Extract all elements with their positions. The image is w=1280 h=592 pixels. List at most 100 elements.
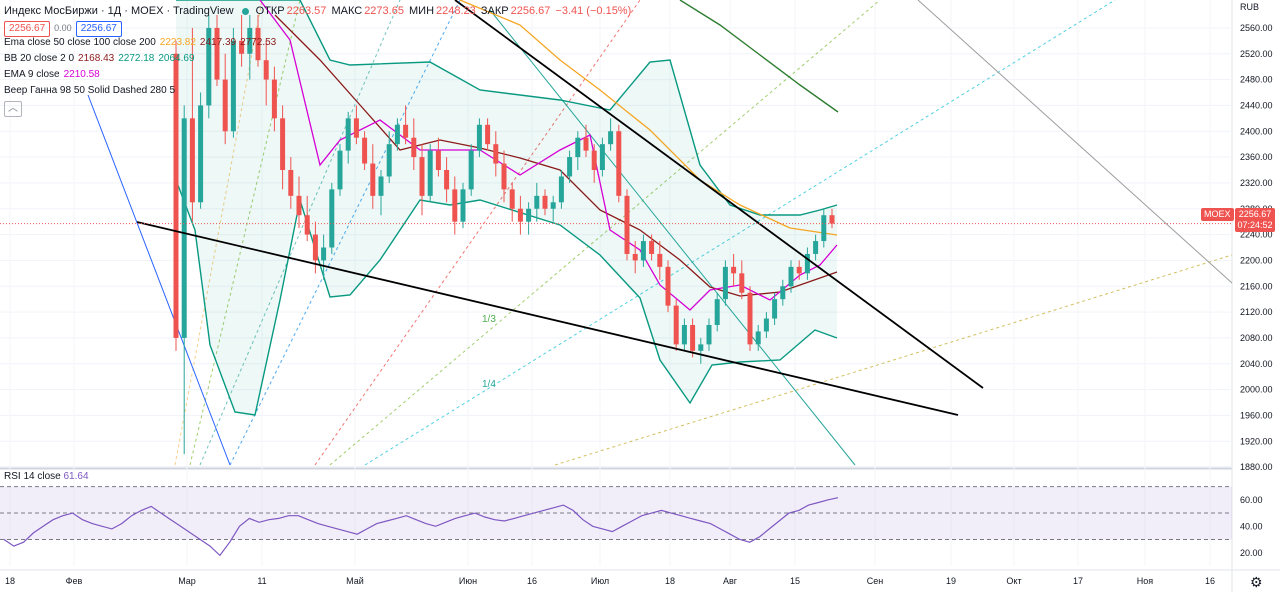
candle-body bbox=[222, 79, 228, 132]
rsi-value: 61.64 bbox=[63, 471, 89, 482]
y-tick-label: 2000.00 bbox=[1240, 385, 1273, 395]
gann-fan-line bbox=[189, 0, 301, 466]
candle-body bbox=[558, 176, 564, 203]
candle-body bbox=[673, 305, 679, 345]
candle-body bbox=[485, 124, 491, 145]
countdown: 07:24:52 bbox=[1237, 220, 1273, 230]
legend-bb[interactable]: BB 20 close 2 0 2168.43 2272.18 2064.69 bbox=[4, 53, 195, 64]
candle-body bbox=[173, 53, 179, 338]
symbol-title: Индекс МосБиржи · 1Д · MOEX · TradingVie… bbox=[4, 5, 234, 17]
y-tick-label: 1920.00 bbox=[1240, 436, 1273, 446]
bollinger-band-fill bbox=[176, 0, 837, 415]
sell-price-button[interactable]: 2256.67 bbox=[4, 21, 51, 37]
rsi-tick-label: 60.00 bbox=[1240, 495, 1263, 505]
candle-body bbox=[722, 266, 728, 300]
rsi-tick-label: 20.00 bbox=[1240, 548, 1263, 558]
x-tick-label: Сен bbox=[867, 576, 884, 586]
candle-body bbox=[567, 157, 573, 177]
candle-body bbox=[288, 170, 294, 196]
ema9-line bbox=[259, 0, 838, 311]
candle-body bbox=[796, 266, 802, 274]
candle-body bbox=[509, 189, 515, 209]
candle-body bbox=[517, 208, 523, 222]
candle-body bbox=[353, 118, 359, 138]
candle-body bbox=[206, 27, 212, 106]
x-tick-label: 17 bbox=[1073, 576, 1083, 586]
gann-fan-line bbox=[174, 0, 263, 466]
x-tick-label: Авг bbox=[723, 576, 738, 586]
y-tick-label: 2520.00 bbox=[1240, 49, 1273, 59]
candle-body bbox=[698, 344, 704, 351]
candle-body bbox=[657, 253, 663, 267]
gann-label-1-4: 1/4 bbox=[482, 379, 496, 390]
gann-fan-line bbox=[917, 0, 1233, 284]
candle-body bbox=[378, 176, 384, 196]
candle-body bbox=[632, 253, 638, 261]
candle-body bbox=[435, 150, 441, 170]
candle-body bbox=[804, 253, 810, 274]
candle-body bbox=[329, 189, 335, 248]
y-tick-label: 1960.00 bbox=[1240, 410, 1273, 420]
x-tick-label: Июл bbox=[591, 576, 609, 586]
candle-body bbox=[345, 118, 351, 151]
candle-body bbox=[321, 247, 327, 261]
candle-body bbox=[599, 144, 605, 170]
candle-body bbox=[403, 124, 409, 138]
x-tick-label: Мар bbox=[178, 576, 196, 586]
gann-fan-line bbox=[489, 9, 856, 466]
symbol-tag: MOEX bbox=[1201, 208, 1234, 221]
candle-body bbox=[624, 195, 630, 254]
low-value: 2248.23 bbox=[436, 5, 476, 17]
buy-price-button[interactable]: 2256.67 bbox=[75, 21, 122, 37]
candle-body bbox=[255, 27, 261, 61]
y-tick-label: 2200.00 bbox=[1240, 255, 1273, 265]
chevron-up-icon[interactable]: ︿ bbox=[4, 101, 22, 117]
rsi-tick-label: 40.00 bbox=[1240, 521, 1263, 531]
candle-body bbox=[788, 266, 794, 287]
x-tick-label: 11 bbox=[257, 576, 266, 586]
legend-gann[interactable]: Веер Ганна 98 50 Solid Dashed 280 5 bbox=[4, 85, 176, 96]
candle-body bbox=[534, 195, 540, 209]
candle-body bbox=[706, 325, 712, 345]
ema200-line bbox=[679, 0, 839, 113]
y-tick-label: 2560.00 bbox=[1240, 23, 1273, 33]
candle-body bbox=[419, 157, 425, 196]
candle-body bbox=[239, 40, 245, 54]
candle-body bbox=[608, 131, 614, 145]
x-tick-label: Окт bbox=[1006, 576, 1021, 586]
candle-body bbox=[214, 27, 220, 80]
candle-body bbox=[263, 60, 269, 80]
candle-body bbox=[780, 286, 786, 300]
candle-body bbox=[763, 318, 769, 332]
candle-body bbox=[583, 137, 589, 151]
candle-body bbox=[452, 189, 458, 222]
trendline-resistance bbox=[454, 0, 984, 389]
quote-boxes: 2256.67 0.00 2256.67 bbox=[4, 19, 637, 37]
legend-ema[interactable]: Ema close 50 close 100 close 200 2223.82 2… bbox=[4, 37, 277, 48]
gann-fan-line bbox=[554, 254, 1233, 466]
y-tick-label: 2080.00 bbox=[1240, 333, 1273, 343]
candle-body bbox=[550, 202, 556, 209]
gear-icon[interactable]: ⚙ bbox=[1250, 574, 1263, 590]
high-value: 2273.65 bbox=[364, 5, 404, 17]
y-tick-label: 2400.00 bbox=[1240, 126, 1273, 136]
candle-body bbox=[312, 234, 318, 261]
candle-body bbox=[821, 215, 827, 242]
candle-body bbox=[526, 208, 532, 222]
x-tick-label: 18 bbox=[665, 576, 675, 586]
x-tick-label: Июн bbox=[459, 576, 477, 586]
last-price: 2256.67 bbox=[1238, 209, 1272, 219]
y-tick-label: 2240.00 bbox=[1240, 230, 1273, 240]
candle-body bbox=[386, 144, 392, 177]
currency-label[interactable]: RUB bbox=[1240, 2, 1260, 12]
y-tick-label: 2440.00 bbox=[1240, 100, 1273, 110]
candle-body bbox=[198, 105, 204, 203]
bollinger-upper bbox=[176, 0, 838, 216]
candle-body bbox=[714, 299, 720, 325]
rsi-legend[interactable]: RSI 14 close 61.64 bbox=[4, 471, 89, 482]
candle-body bbox=[575, 137, 581, 158]
legend-ema9[interactable]: EMA 9 close 2210.58 bbox=[4, 69, 100, 80]
close-value: 2256.67 bbox=[510, 5, 551, 17]
